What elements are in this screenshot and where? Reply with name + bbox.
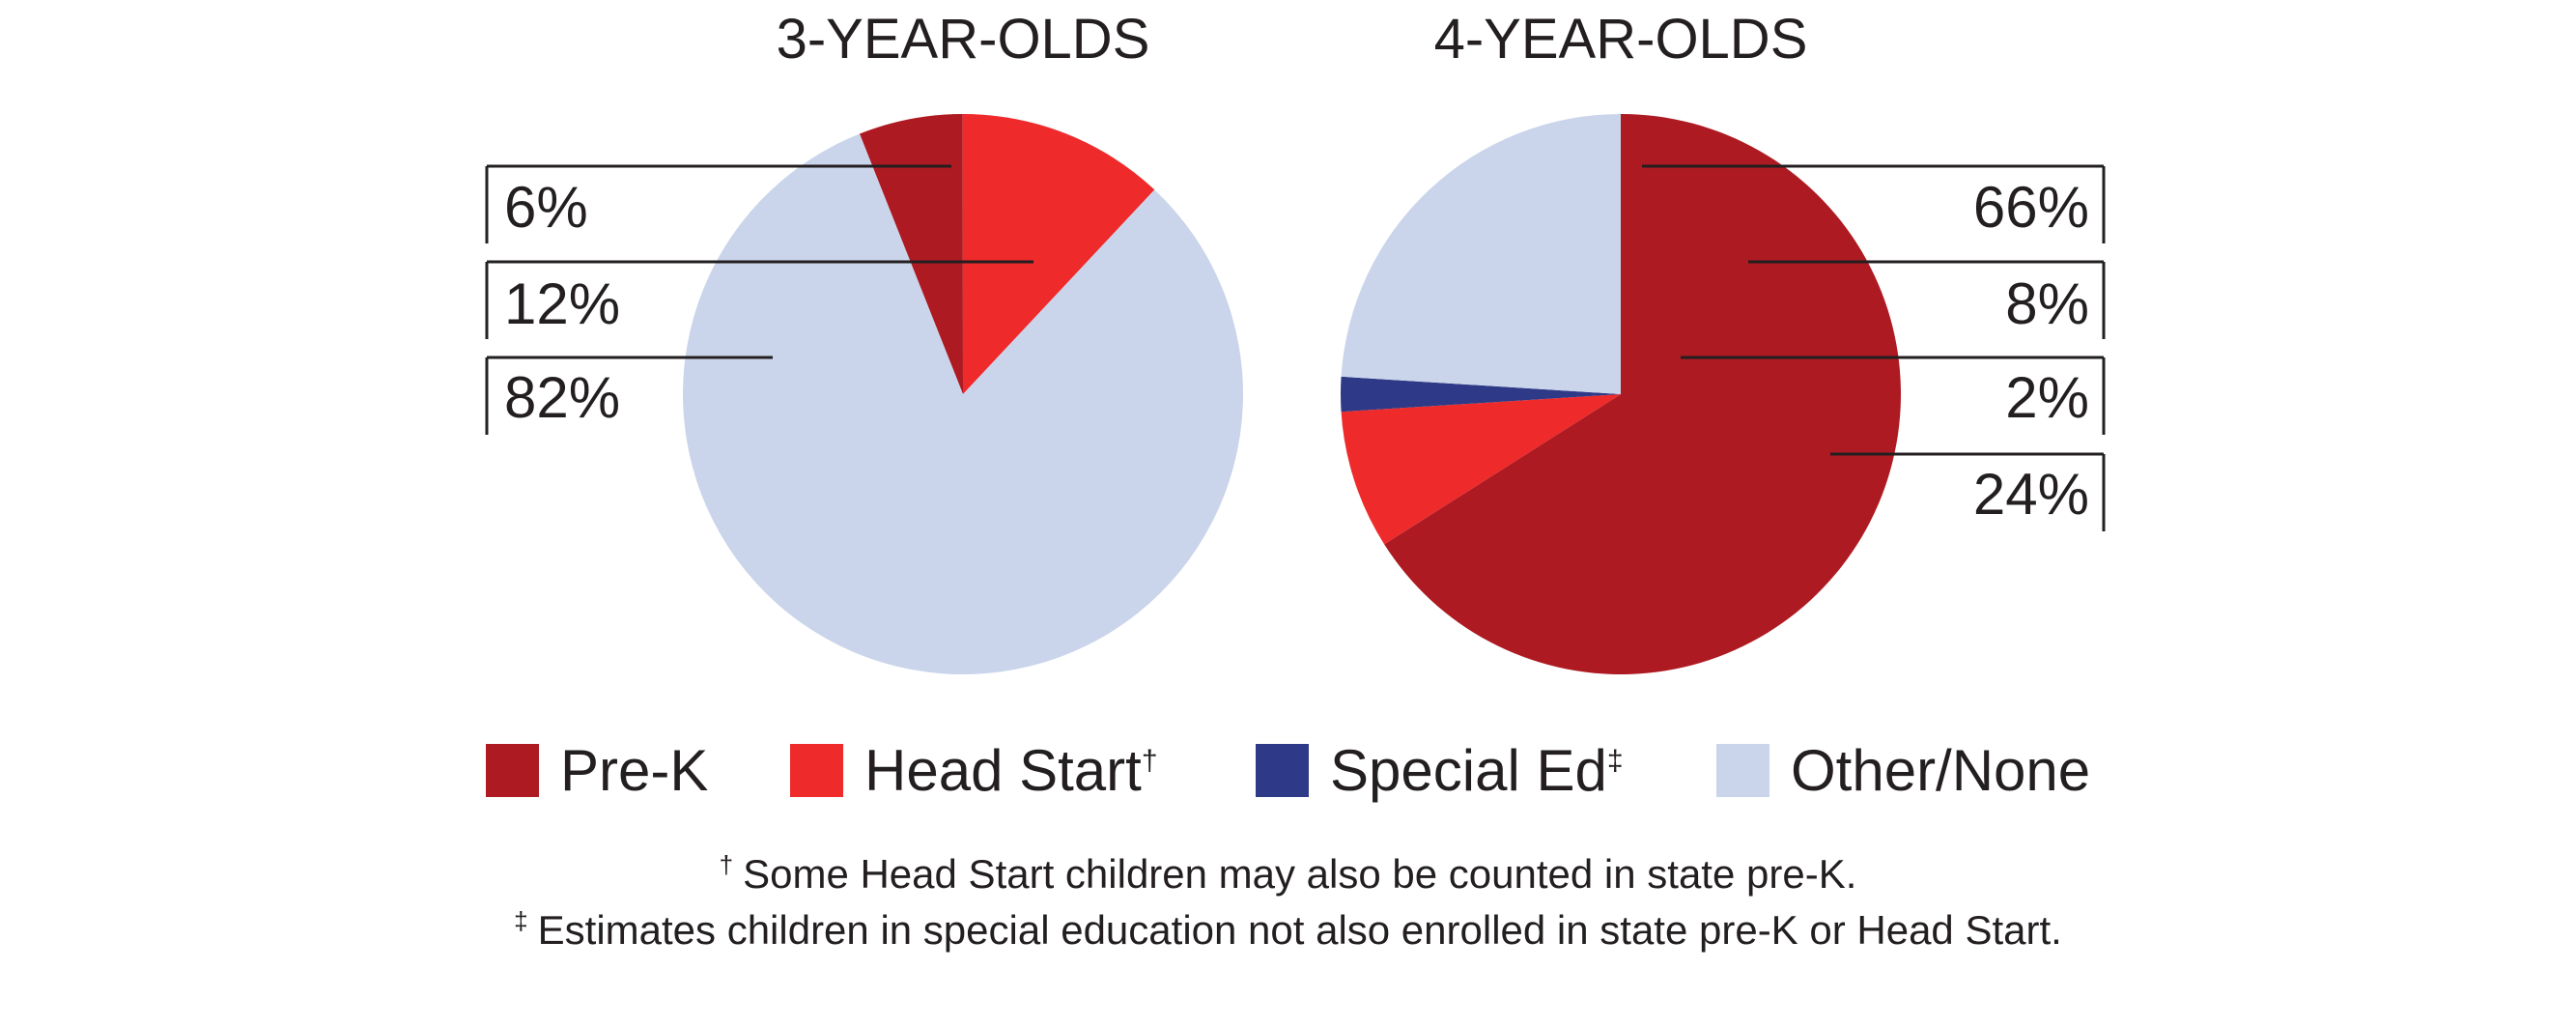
footnote-head-start: † Some Head Start children may also be co… — [719, 850, 1857, 897]
pie-slice-other-none — [682, 133, 1243, 674]
legend-swatch-special-ed — [1256, 743, 1309, 797]
data-label: 8% — [2005, 271, 2089, 336]
legend-swatch-head-start — [790, 743, 843, 797]
data-label: 2% — [2005, 365, 2089, 430]
legend-item-other-none: Other/None — [1716, 736, 2090, 804]
pie-slice-pre-k — [859, 114, 963, 394]
data-label: 24% — [1973, 462, 2089, 527]
pie-slice-other-none — [1341, 114, 1621, 394]
chart-title: 4-YEAR-OLDS — [1434, 8, 1808, 71]
legend-item-special-ed: Special Ed‡ — [1256, 736, 1624, 804]
legend-item-pre-k: Pre-K — [486, 736, 708, 804]
pie-slice-pre-k — [1384, 114, 1902, 674]
pie-slice-head-start — [962, 113, 1155, 394]
footnotes: † Some Head Start children may also be co… — [0, 846, 2576, 958]
legend-swatch-other-none — [1716, 743, 1769, 797]
footnote-special-ed: ‡ Estimates children in special education… — [514, 906, 2062, 953]
data-label: 6% — [504, 175, 588, 240]
legend-label-special-ed: Special Ed‡ — [1330, 737, 1624, 803]
chart-title: 3-YEAR-OLDS — [777, 8, 1150, 71]
data-label: 66% — [1973, 175, 2089, 240]
legend-label-other-none: Other/None — [1791, 737, 2091, 803]
pie-chart-4-year-olds: 4-YEAR-OLDS 66% 8% 2% 24% — [1341, 8, 2106, 674]
legend: Pre-K Head Start† Special Ed‡ Other/None — [0, 736, 2576, 804]
legend-label-pre-k: Pre-K — [560, 737, 709, 803]
legend-label-head-start: Head Start† — [864, 737, 1158, 803]
pie-slice-special-ed — [1341, 376, 1621, 413]
legend-item-head-start: Head Start† — [790, 736, 1158, 804]
pie-slice-head-start — [1341, 394, 1621, 545]
legend-swatch-pre-k — [486, 743, 539, 797]
data-label: 12% — [504, 271, 620, 336]
data-label: 82% — [504, 365, 620, 430]
pie-chart-3-year-olds: 3-YEAR-OLDS 6% 12% 82% — [485, 8, 1243, 674]
